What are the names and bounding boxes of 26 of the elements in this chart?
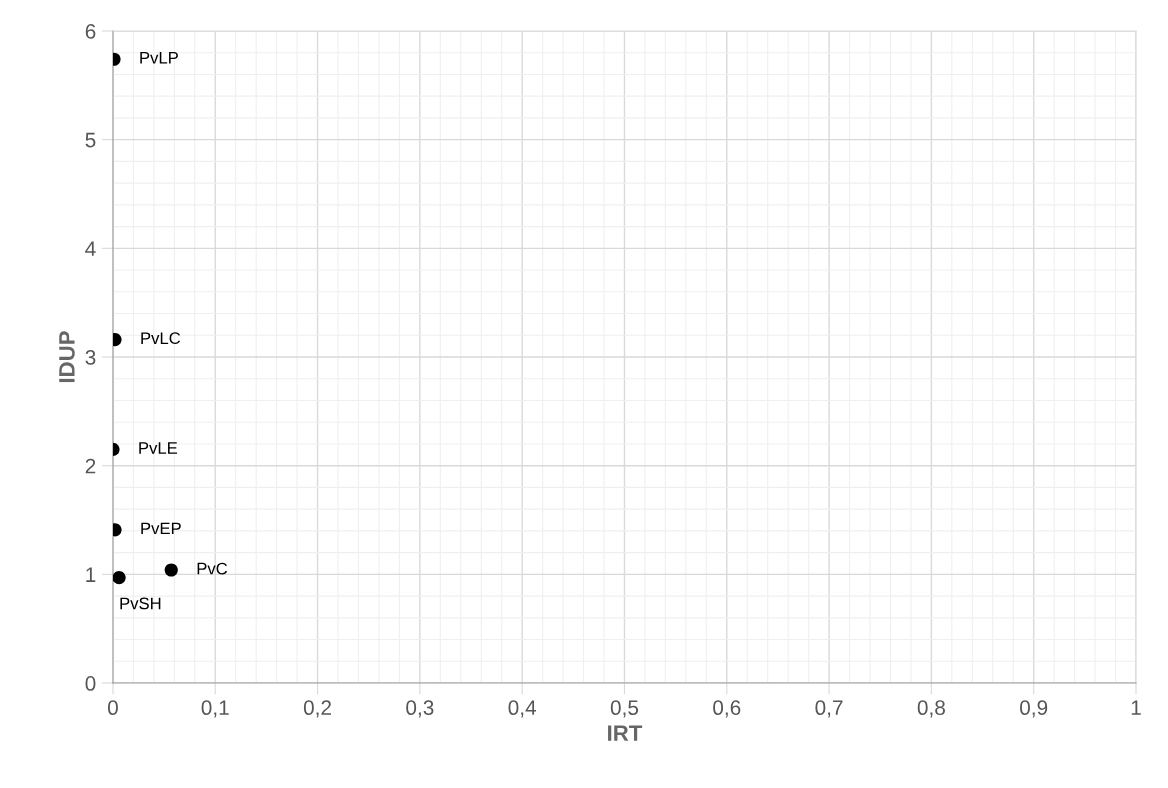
annotation: PvLP (140, 52, 178, 64)
x-tick-label: 0,2 (303, 700, 331, 718)
x-tick-label: 0,3 (406, 700, 434, 718)
x-tick-label: 0 (107, 700, 118, 716)
y-tick-label: 5 (85, 132, 96, 148)
x-tick-label: 0,4 (508, 700, 537, 718)
y-axis-title: IDUP (59, 331, 75, 383)
x-tick-label: 0,5 (610, 700, 639, 718)
x-tick-label: 0,1 (201, 700, 229, 718)
x-tick-label: 1 (1131, 700, 1141, 715)
x-tick-label: 0,7 (815, 700, 843, 718)
y-tick-label: 4 (85, 241, 96, 256)
annotation: PvLC (141, 332, 181, 345)
x-tick-label: 0,6 (713, 700, 741, 718)
annotation: PvC (197, 562, 228, 575)
y-tick-label: 3 (85, 350, 96, 365)
x-axis-title: IRT (608, 725, 643, 741)
annotation: PvLE (139, 442, 178, 454)
x-tick-label: 0,8 (917, 700, 945, 718)
y-tick-label: 0 (85, 676, 96, 691)
annotation: PvSH (120, 597, 161, 610)
x-tick-label: 0,9 (1020, 700, 1048, 718)
annotation: PvEP (141, 522, 181, 535)
y-tick-label: 1 (86, 567, 96, 582)
y-tick-label: 6 (85, 23, 96, 39)
y-tick-label: 2 (85, 458, 96, 474)
